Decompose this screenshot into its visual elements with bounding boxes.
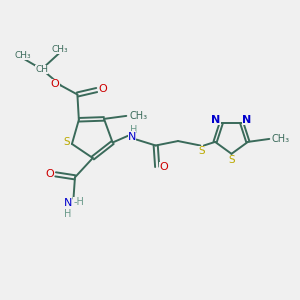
Text: H: H <box>130 125 137 135</box>
Text: N: N <box>128 132 136 142</box>
Text: S: S <box>63 137 70 148</box>
Text: CH₃: CH₃ <box>272 134 290 144</box>
Text: S: S <box>199 146 205 156</box>
Text: -H: -H <box>74 197 84 207</box>
Text: CH₃: CH₃ <box>52 45 68 54</box>
Text: O: O <box>159 162 168 172</box>
Text: H: H <box>64 208 72 219</box>
Text: O: O <box>98 84 107 94</box>
Text: N: N <box>242 115 252 125</box>
Text: N: N <box>212 115 220 125</box>
Text: CH₃: CH₃ <box>130 111 148 121</box>
Text: N: N <box>64 198 72 208</box>
Text: S: S <box>228 155 235 165</box>
Text: O: O <box>45 169 54 179</box>
Text: CH₃: CH₃ <box>15 51 31 60</box>
Text: CH: CH <box>35 65 48 74</box>
Text: O: O <box>51 79 59 89</box>
